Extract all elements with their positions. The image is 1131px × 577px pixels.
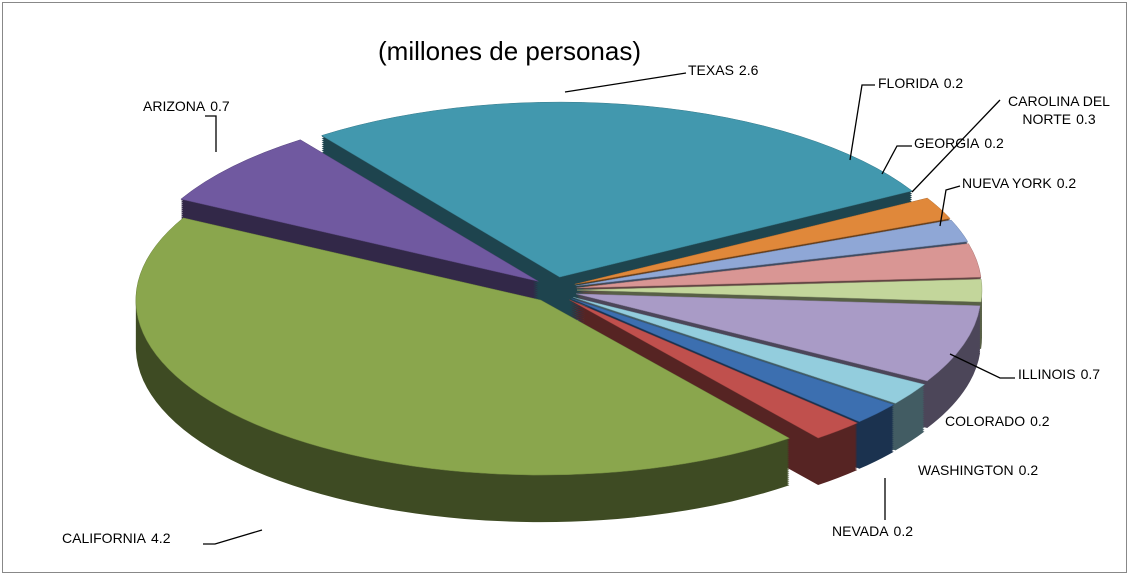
data-label: ARIZONA 0.7	[143, 98, 230, 114]
pie-slice	[571, 298, 895, 423]
label-category: ARIZONA	[143, 98, 206, 114]
label-value: 0.3	[1076, 111, 1096, 127]
label-value: 0.7	[210, 98, 230, 114]
pie-slice	[569, 299, 858, 439]
leader-line	[203, 529, 263, 545]
pie-slice	[135, 217, 790, 476]
label-category: NEVADA	[832, 523, 889, 539]
label-category: COLORADO	[945, 413, 1026, 429]
leader-lines	[203, 72, 1015, 545]
data-label: COLORADO 0.2	[945, 413, 1050, 429]
pie-slice	[575, 293, 981, 382]
pie-slice	[576, 279, 983, 303]
label-value: 0.2	[1018, 462, 1039, 478]
label-value: 0.2	[1056, 175, 1077, 191]
label-category: NUEVA YORK	[962, 175, 1052, 191]
data-label: GEORGIA 0.2	[914, 135, 1004, 151]
pie-slice	[575, 219, 969, 287]
leader-line	[949, 353, 1015, 379]
pie-slice	[576, 243, 982, 289]
data-label: CALIFORNIA 4.2	[62, 530, 170, 546]
leader-line	[849, 84, 875, 161]
leader-line	[911, 99, 1001, 193]
data-label: NEVADA 0.2	[832, 523, 913, 539]
label-category: FLORIDA	[878, 75, 939, 91]
label-value: 0.2	[893, 523, 914, 539]
label-value: 0.7	[1080, 366, 1101, 382]
leader-line	[564, 72, 687, 93]
label-value: 0.2	[984, 135, 1004, 151]
label-category: TEXAS	[688, 62, 734, 78]
leader-line	[881, 145, 912, 175]
label-category: CALIFORNIA	[62, 530, 147, 546]
label-category: GEORGIA	[914, 135, 980, 151]
pie-slice	[573, 297, 926, 404]
label-category: ILLINOIS	[1018, 366, 1076, 382]
pie-slice	[321, 101, 913, 278]
label-value: 4.2	[151, 530, 171, 546]
data-label: TEXAS 2.6	[688, 62, 758, 78]
data-label: WASHINGTON 0.2	[918, 462, 1038, 478]
data-label: NUEVA YORK 0.2	[962, 175, 1076, 191]
label-value: 0.2	[943, 75, 964, 91]
data-label: FLORIDA 0.2	[878, 75, 963, 91]
data-label: CAROLINA DEL NORTE 0.3	[1000, 92, 1118, 128]
label-category: WASHINGTON	[918, 462, 1014, 478]
data-label: ILLINOIS 0.7	[1018, 366, 1100, 382]
label-value: 0.2	[1030, 413, 1050, 429]
leader-line	[205, 115, 217, 152]
chart-title: (millones de personas)	[378, 36, 642, 66]
leader-line	[939, 185, 961, 227]
label-category: CAROLINA DEL NORTE	[1008, 93, 1110, 127]
label-value: 2.6	[738, 62, 759, 78]
pie-slice	[574, 197, 951, 285]
pie-slice	[180, 139, 539, 282]
